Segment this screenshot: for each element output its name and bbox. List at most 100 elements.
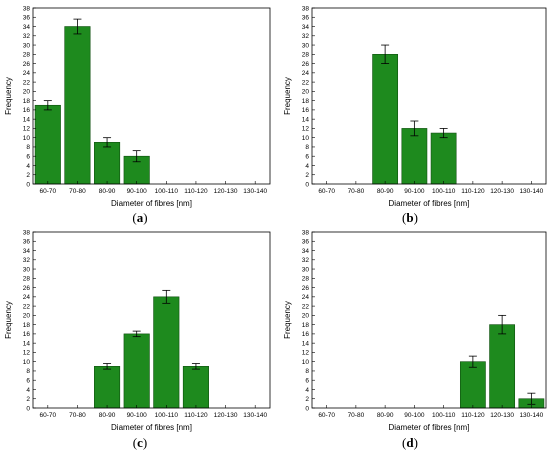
- x-tick-label: 80-90: [377, 412, 394, 419]
- x-tick-label: 90-100: [127, 188, 148, 195]
- y-tick-label: 36: [302, 239, 310, 246]
- x-axis-title: Diameter of fibres [nm]: [389, 423, 470, 432]
- bar-80-90: [94, 142, 121, 185]
- x-tick-label: 70-80: [69, 412, 86, 419]
- y-tick-label: 2: [305, 396, 309, 403]
- y-tick-label: 4: [305, 387, 309, 394]
- x-axis-title: Diameter of fibres [nm]: [389, 199, 470, 208]
- y-tick-label: 20: [302, 89, 310, 96]
- y-tick-label: 12: [302, 126, 310, 133]
- x-tick-label: 90-100: [404, 412, 425, 419]
- x-tick-label: 120-130: [214, 188, 238, 195]
- y-tick-label: 14: [302, 116, 310, 123]
- y-tick-label: 32: [23, 33, 31, 40]
- error-bar-80-90: [381, 44, 390, 64]
- y-tick-label: 2: [26, 396, 30, 403]
- y-tick-label: 24: [23, 70, 31, 77]
- panel-label: (d): [402, 435, 418, 450]
- bar-70-80: [64, 26, 91, 185]
- y-axis-title: Frequency: [4, 77, 13, 115]
- y-tick-label: 38: [23, 229, 31, 236]
- x-tick-label: 80-90: [377, 188, 394, 195]
- x-tick-label: 60-70: [318, 412, 335, 419]
- x-tick-label: 100-110: [155, 412, 179, 419]
- error-bar-60-70: [43, 100, 52, 111]
- error-bar-120-130: [498, 314, 507, 335]
- y-tick-label: 28: [302, 276, 310, 283]
- y-tick-label: 32: [23, 257, 31, 264]
- plot-frame: [311, 7, 547, 185]
- bar-90-100: [401, 128, 428, 185]
- y-tick-label: 4: [26, 163, 30, 170]
- y-tick-label: 34: [23, 24, 31, 31]
- y-tick-label: 16: [23, 331, 31, 338]
- y-tick-label: 10: [302, 359, 310, 366]
- x-tick-label: 90-100: [404, 188, 425, 195]
- x-tick-label: 110-120: [461, 188, 485, 195]
- y-axis-title: Frequency: [283, 77, 292, 115]
- y-tick-label: 18: [23, 98, 31, 105]
- y-tick-label: 0: [26, 405, 30, 412]
- y-tick-label: 32: [302, 257, 310, 264]
- bar-110-120: [459, 361, 486, 409]
- bar-80-90: [372, 54, 399, 185]
- x-tick-label: 130-140: [243, 188, 267, 195]
- x-tick-label: 110-120: [461, 412, 485, 419]
- y-tick-label: 12: [23, 350, 31, 357]
- y-tick-label: 0: [305, 405, 309, 412]
- y-tick-label: 10: [23, 135, 31, 142]
- y-tick-label: 26: [23, 285, 31, 292]
- chart-panel-2: 0246810121416182022242628303234363860-70…: [4, 229, 271, 450]
- y-tick-label: 6: [305, 154, 309, 161]
- y-tick-label: 8: [26, 144, 30, 151]
- y-tick-label: 22: [302, 303, 310, 310]
- x-tick-label: 130-140: [519, 188, 543, 195]
- error-bar-90-100: [410, 120, 419, 137]
- y-tick-label: 2: [26, 172, 30, 179]
- y-tick-label: 28: [23, 276, 31, 283]
- x-tick-label: 60-70: [318, 188, 335, 195]
- y-tick-label: 30: [23, 266, 31, 273]
- x-tick-label: 70-80: [348, 412, 365, 419]
- y-tick-label: 22: [23, 79, 31, 86]
- x-tick-label: 130-140: [519, 412, 543, 419]
- y-tick-label: 4: [305, 163, 309, 170]
- y-axis-title: Frequency: [4, 301, 13, 339]
- x-tick-label: 110-120: [184, 188, 208, 195]
- y-tick-label: 22: [23, 303, 31, 310]
- y-tick-label: 10: [23, 359, 31, 366]
- y-tick-label: 28: [302, 52, 310, 59]
- y-tick-label: 24: [23, 294, 31, 301]
- y-tick-label: 34: [302, 24, 310, 31]
- plot-frame: [32, 7, 271, 185]
- y-tick-label: 6: [305, 378, 309, 385]
- y-tick-label: 14: [23, 340, 31, 347]
- y-tick-label: 30: [302, 266, 310, 273]
- y-tick-label: 20: [302, 313, 310, 320]
- y-tick-label: 16: [23, 107, 31, 114]
- panel-label: (b): [402, 210, 418, 225]
- x-tick-label: 120-130: [214, 412, 238, 419]
- chart-panel-0: 0246810121416182022242628303234363860-70…: [4, 5, 271, 225]
- y-tick-label: 8: [305, 144, 309, 151]
- plot-frame: [311, 231, 547, 409]
- error-bar-110-120: [191, 363, 200, 370]
- bar-90-100: [123, 333, 150, 409]
- y-tick-label: 38: [302, 229, 310, 236]
- panel-label: (c): [133, 435, 147, 450]
- panel-label: (a): [132, 210, 147, 225]
- error-bar-110-120: [468, 355, 477, 368]
- x-tick-label: 120-130: [490, 412, 514, 419]
- plot-frame: [32, 231, 271, 409]
- y-tick-label: 36: [23, 239, 31, 246]
- y-tick-label: 12: [302, 350, 310, 357]
- y-tick-label: 38: [23, 5, 31, 12]
- error-bar-80-90: [103, 137, 112, 148]
- bar-120-130: [489, 324, 516, 409]
- y-tick-label: 22: [302, 79, 310, 86]
- y-tick-label: 12: [23, 126, 31, 133]
- y-tick-label: 4: [26, 387, 30, 394]
- x-tick-label: 80-90: [99, 412, 116, 419]
- y-tick-label: 38: [302, 5, 310, 12]
